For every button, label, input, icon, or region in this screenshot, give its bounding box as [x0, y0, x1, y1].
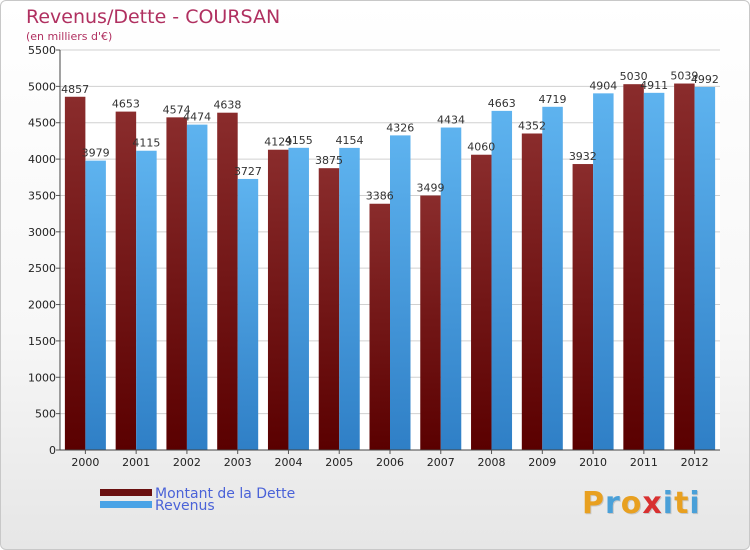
- logo-letter: x: [642, 486, 663, 521]
- bar-revenus: [390, 135, 411, 450]
- logo-letter: t: [674, 486, 690, 521]
- data-label-revenus: 4115: [132, 137, 160, 150]
- data-label-debt: 3932: [569, 150, 597, 163]
- data-label-debt: 5030: [620, 70, 648, 83]
- bar-debt: [115, 111, 137, 450]
- legend-label-revenus: Revenus: [155, 498, 215, 514]
- bar-debt: [267, 149, 289, 450]
- bar-revenus: [440, 127, 462, 450]
- bar-debt: [369, 203, 390, 450]
- x-tick-label: 2012: [681, 456, 709, 469]
- data-label-debt: 3875: [315, 154, 343, 167]
- legend-swatch-debt: [100, 489, 152, 496]
- bar-debt: [471, 154, 492, 450]
- bar-revenus: [491, 110, 513, 450]
- logo-letter: o: [620, 486, 643, 521]
- data-label-revenus: 4474: [183, 111, 211, 124]
- bar-debt: [217, 112, 238, 450]
- data-label-debt: 4060: [467, 141, 495, 154]
- data-label-revenus: 4155: [285, 134, 313, 147]
- y-tick-label: 5500: [28, 44, 56, 57]
- data-label-debt: 4857: [61, 83, 89, 96]
- data-label-debt: 4653: [112, 98, 140, 111]
- bar-debt: [420, 195, 441, 450]
- data-label-revenus: 4911: [640, 79, 668, 92]
- bar-revenus: [643, 92, 665, 450]
- logo-letter: i: [662, 486, 675, 521]
- bar-revenus: [85, 160, 106, 451]
- data-label-revenus: 4663: [488, 97, 516, 110]
- y-tick-label: 5000: [28, 80, 56, 93]
- y-tick-label: 1500: [28, 335, 56, 348]
- data-label-revenus: 4326: [386, 121, 414, 134]
- y-tick-label: 3000: [28, 226, 56, 239]
- bar-revenus: [288, 147, 309, 450]
- bar-debt: [623, 84, 644, 450]
- data-label-revenus: 4904: [589, 79, 617, 92]
- x-tick-label: 2000: [71, 456, 99, 469]
- x-tick-label: 2002: [173, 456, 201, 469]
- data-label-revenus: 3727: [234, 165, 262, 178]
- data-label-debt: 5039: [670, 70, 698, 83]
- y-tick-label: 500: [35, 408, 56, 421]
- y-tick-label: 0: [49, 444, 56, 457]
- x-tick-label: 2010: [579, 456, 607, 469]
- bar-revenus: [339, 147, 360, 450]
- y-tick-label: 2500: [28, 262, 56, 275]
- bar-revenus: [593, 93, 614, 450]
- x-tick-label: 2004: [274, 456, 302, 469]
- data-label-debt: 4352: [518, 119, 546, 132]
- bar-revenus: [542, 106, 563, 451]
- data-label-debt: 3499: [417, 182, 445, 195]
- x-tick-label: 2001: [122, 456, 150, 469]
- logo-letter: i: [689, 486, 701, 521]
- x-tick-label: 2006: [376, 456, 404, 469]
- y-tick-label: 3500: [28, 189, 56, 202]
- chart-title: Revenus/Dette - COURSAN: [26, 6, 281, 28]
- x-tick-label: 2011: [630, 456, 658, 469]
- x-tick-label: 2009: [528, 456, 556, 469]
- data-label-revenus: 4719: [539, 93, 567, 106]
- x-tick-label: 2007: [427, 456, 455, 469]
- y-tick-label: 4500: [28, 117, 56, 130]
- logo-letter: P: [582, 486, 605, 521]
- bar-revenus: [136, 150, 157, 450]
- x-tick-label: 2008: [478, 456, 506, 469]
- data-label-revenus: 4154: [335, 134, 363, 147]
- proxiti-logo: Proxiti: [582, 486, 701, 521]
- bar-revenus: [694, 86, 716, 450]
- bar-debt: [674, 83, 695, 450]
- data-label-debt: 4129: [264, 136, 292, 149]
- data-label-revenus: 3979: [82, 147, 110, 160]
- data-label-debt: 3386: [366, 190, 394, 203]
- bar-debt: [572, 164, 594, 450]
- bar-debt: [64, 96, 86, 450]
- legend-label-debt: Montant de la Dette: [155, 486, 296, 502]
- x-tick-label: 2003: [224, 456, 252, 469]
- y-tick-label: 1000: [28, 371, 56, 384]
- x-tick-label: 2005: [325, 456, 353, 469]
- bar-revenus: [237, 178, 259, 451]
- data-label-revenus: 4434: [437, 114, 465, 127]
- data-label-revenus: 4992: [691, 73, 719, 86]
- bar-debt: [318, 168, 340, 450]
- data-label-debt: 4638: [213, 99, 241, 112]
- y-tick-label: 2000: [28, 299, 56, 312]
- y-tick-label: 4000: [28, 153, 56, 166]
- bar-debt: [166, 117, 187, 450]
- chart-subtitle: (en milliers d'€): [26, 30, 113, 43]
- legend-swatch-revenus: [100, 501, 152, 508]
- data-label-debt: 4574: [163, 103, 191, 116]
- bar-revenus: [186, 124, 208, 451]
- bar-debt: [521, 133, 543, 450]
- logo-letter: r: [605, 486, 621, 521]
